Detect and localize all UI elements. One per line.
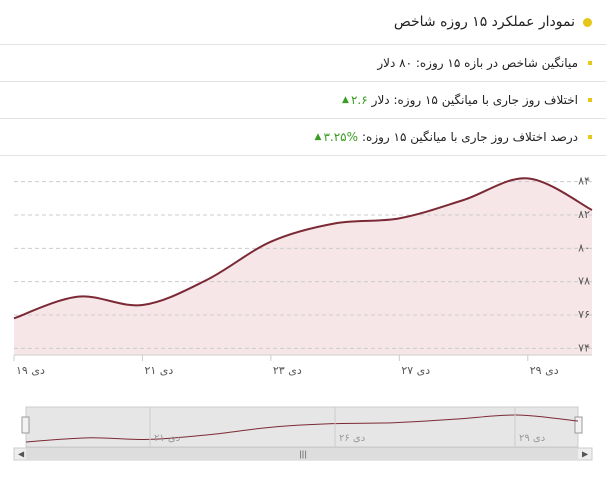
y-tick-label: ۸۲ bbox=[578, 208, 590, 221]
x-tick-label: ۲۱ دی bbox=[144, 364, 173, 377]
title-dot bbox=[583, 17, 592, 27]
scroll-right[interactable]: ▶ bbox=[582, 450, 589, 459]
stat-value: ۲.۶ bbox=[350, 93, 368, 107]
y-tick-label: ۸۰ bbox=[578, 241, 590, 254]
title: نمودار عملکرد ۱۵ روزه شاخص bbox=[393, 14, 575, 30]
line bbox=[13, 177, 593, 320]
bullet bbox=[588, 61, 592, 65]
nav-handle[interactable] bbox=[574, 416, 583, 434]
nav-handle[interactable] bbox=[21, 416, 30, 434]
x-tick-label: ۲۹ دی bbox=[530, 364, 559, 377]
nav-label: ۲۱ دی bbox=[154, 433, 180, 444]
y-tick-label: ۷۸ bbox=[578, 275, 590, 288]
x-tick-label: ۲۷ دی bbox=[401, 364, 430, 377]
nav-label: ۲۹ دی bbox=[519, 433, 545, 444]
stat-value: ۳.۲۵% bbox=[323, 130, 359, 144]
chart: ◀ ▶ ||| ۷۴ ۷۶ ۷۸ ۸۰ ۸۲ ۸۴ ۱۹ دی ۲۱ دی ۲۳ دی ۲۷ دی… bbox=[13, 175, 593, 461]
y-tick-label: ۸۴ bbox=[578, 175, 590, 188]
nav-label: ۲۶ دی bbox=[339, 433, 365, 444]
stat-label: میانگین شاخص در بازه ۱۵ روزه: ۸۰ دلار bbox=[377, 56, 578, 70]
stat-row: درصد اختلاف روز جاری با میانگین ۱۵ روزه:… bbox=[0, 119, 606, 156]
stat-row: اختلاف روز جاری با میانگین ۱۵ روزه: دلار… bbox=[0, 82, 606, 119]
scroll-left[interactable]: ◀ bbox=[18, 450, 25, 459]
up-arrow: ▲ bbox=[342, 95, 349, 105]
y-tick-label: ۷۴ bbox=[578, 341, 590, 354]
navigator[interactable] bbox=[25, 406, 579, 448]
bullet bbox=[588, 135, 592, 139]
x-tick-label: ۱۹ دی bbox=[16, 364, 45, 377]
stat-label: اختلاف روز جاری با میانگین ۱۵ روزه: دلار bbox=[371, 93, 578, 107]
y-tick-label: ۷۶ bbox=[578, 308, 590, 321]
scroll-grip: ||| bbox=[299, 450, 307, 459]
nav-line bbox=[25, 414, 579, 443]
x-tick-label: ۲۳ دی bbox=[273, 364, 302, 377]
stat-label: درصد اختلاف روز جاری با میانگین ۱۵ روزه: bbox=[362, 130, 578, 144]
stat-row: میانگین شاخص در بازه ۱۵ روزه: ۸۰ دلار bbox=[0, 45, 606, 82]
scroll-thumb[interactable] bbox=[26, 448, 578, 460]
bullet bbox=[588, 98, 592, 102]
area bbox=[14, 178, 592, 355]
up-arrow: ▲ bbox=[314, 132, 322, 142]
title-row: نمودار عملکرد ۱۵ روزه شاخص bbox=[0, 0, 606, 45]
